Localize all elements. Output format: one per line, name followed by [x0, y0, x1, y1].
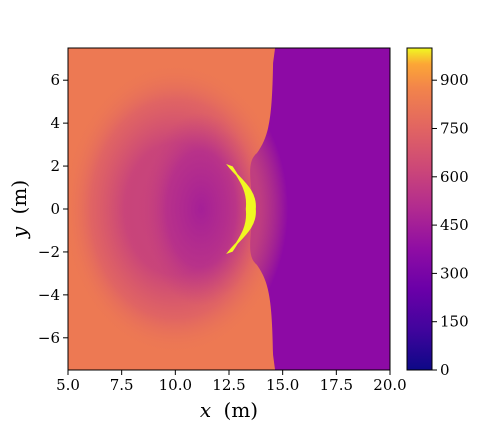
colorbar-tick-label: 600	[440, 168, 469, 186]
y-tick-label: 4	[50, 114, 60, 132]
y-tick-label: −4	[38, 286, 60, 304]
x-tick-label: 10.0	[159, 376, 192, 394]
x-tick-label: 15.0	[266, 376, 299, 394]
x-tick-label: 5.0	[56, 376, 80, 394]
y-tick-label: 0	[50, 200, 60, 218]
colorbar-tick-label: 300	[440, 264, 469, 282]
x-axis-ticks: 5.0 7.5 10.0 12.5 15.0 17.5 20.0	[56, 370, 407, 394]
colorbar-tick-label: 150	[440, 313, 469, 331]
colorbar-tick-label: 0	[440, 361, 450, 379]
colorbar-tick-label: 750	[440, 120, 469, 138]
y-axis-label: y (m)	[7, 180, 31, 239]
colorbar-ticks: 0 150 300 450 600 750 900	[432, 71, 469, 379]
x-axis-unit: (m)	[224, 398, 259, 422]
x-tick-label: 12.5	[212, 376, 245, 394]
y-axis-unit: (m)	[7, 180, 31, 215]
x-axis-label: x (m)	[200, 398, 258, 422]
x-tick-label: 17.5	[320, 376, 353, 394]
shocked-region	[250, 48, 390, 370]
y-tick-label: 2	[50, 157, 60, 175]
colorbar-tick-label: 900	[440, 71, 469, 89]
plot-area	[68, 48, 390, 370]
y-tick-label: −2	[38, 243, 60, 261]
y-axis-ticks: 6 4 2 0 −2 −4 −6	[38, 71, 68, 347]
inner-trough	[143, 112, 260, 306]
y-tick-label: 6	[50, 71, 60, 89]
x-tick-label: 7.5	[110, 376, 134, 394]
colorbar	[406, 47, 433, 371]
x-tick-label: 20.0	[373, 376, 406, 394]
y-axis-var: y	[7, 226, 31, 239]
x-axis-var: x	[200, 398, 211, 422]
y-tick-label: −6	[38, 329, 60, 347]
colorbar-tick-label: 450	[440, 216, 469, 234]
hot-body	[226, 163, 256, 255]
